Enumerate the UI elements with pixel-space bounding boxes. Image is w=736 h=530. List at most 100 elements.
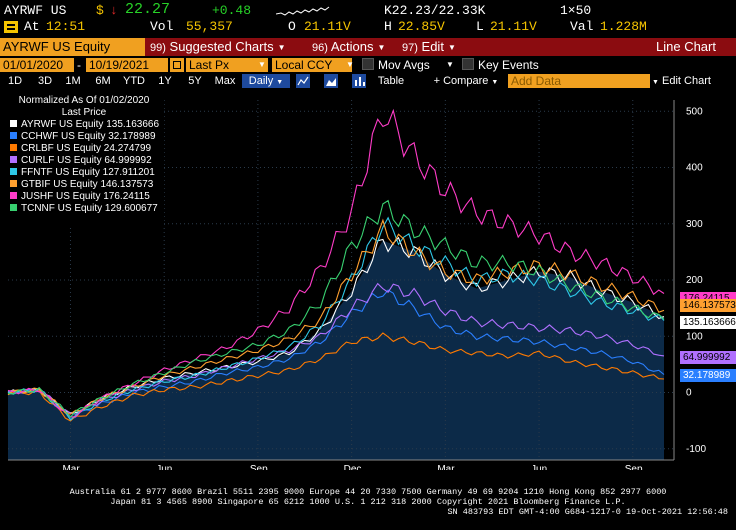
volume-value: 55,357 xyxy=(186,19,233,34)
legend-item[interactable]: CURLF US Equity 64.999992 xyxy=(4,155,164,167)
currency-dropdown-icon[interactable]: ▼ xyxy=(346,60,354,69)
period-button-3d[interactable]: 3D xyxy=(37,75,53,87)
series-line xyxy=(7,199,665,418)
value-label: Val xyxy=(570,19,594,34)
y-tick-label: 200 xyxy=(686,275,703,286)
security-field[interactable]: AYRWF US Equity xyxy=(0,38,145,56)
ticker-label[interactable]: AYRWF US xyxy=(4,3,67,18)
edit-chart-button[interactable]: ▼ Edit Chart xyxy=(652,75,711,87)
edit-chart-label: Edit Chart xyxy=(662,75,711,87)
footer-contacts-line2: Japan 81 3 4565 8900 Singapore 65 6212 1… xyxy=(110,497,626,507)
low-value: 21.11V xyxy=(490,19,537,34)
open-value: 21.11V xyxy=(304,19,351,34)
series-line xyxy=(7,216,665,421)
y-tick-label: 100 xyxy=(686,331,703,342)
y-tick-label: 400 xyxy=(686,163,703,174)
legend-item[interactable]: CCHWF US Equity 32.178989 xyxy=(4,131,164,143)
legend-item-label: CRLBF US Equity 24.274799 xyxy=(21,143,152,154)
x-tick-label: Mar xyxy=(62,464,80,470)
area-fill xyxy=(8,240,664,460)
line-chart[interactable]: 500 400 300 200 100 0 -100 Mar Jun Sep Dec Mar Jun Se… xyxy=(0,90,736,470)
legend-item-label: TCNNF US Equity 129.600677 xyxy=(21,203,158,214)
legend-item[interactable]: CRLBF US Equity 24.274799 xyxy=(4,143,164,155)
at-label: At xyxy=(24,19,40,34)
last-value-label: 64.999992 xyxy=(680,351,736,364)
legend-swatch-icon xyxy=(10,120,17,127)
dropdown-arrow-icon: ▼ xyxy=(277,43,286,52)
x-tick-label: Sep xyxy=(625,464,643,470)
compare-button[interactable]: + Compare ▼ xyxy=(433,75,499,87)
arrow-down-icon: ↓ xyxy=(110,3,118,18)
legend-item-label: CURLF US Equity 64.999992 xyxy=(21,155,152,166)
actions-menu[interactable]: 96) Actions ▼ xyxy=(312,39,386,54)
sparkline-icon xyxy=(276,6,330,16)
calendar-icon[interactable] xyxy=(170,58,184,72)
y-tick-label: 0 xyxy=(686,388,692,399)
mov-avgs-toggle[interactable]: Mov Avgs xyxy=(362,58,430,72)
legend-item[interactable]: GTBIF US Equity 146.137573 xyxy=(4,179,164,191)
period-button-max[interactable]: Max xyxy=(214,75,236,87)
start-date-field[interactable]: 01/01/2020 xyxy=(0,58,74,72)
mov-avgs-dropdown-icon[interactable]: ▼ xyxy=(446,60,454,69)
footer-session-line: SN 483793 EDT GMT-4:00 G684-1217-0 19-Oc… xyxy=(447,507,728,517)
legend-subtitle: Last Price xyxy=(61,107,107,118)
chart-legend: Normalized As Of 01/02/2020 Last Price A… xyxy=(4,95,164,225)
area-style-icon[interactable] xyxy=(324,74,338,88)
suggested-charts-menu[interactable]: 99) Suggested Charts ▼ xyxy=(150,39,286,54)
dropdown-arrow-icon: ▼ xyxy=(377,43,386,52)
legend-item[interactable]: FFNTF US Equity 127.911201 xyxy=(4,167,164,179)
checkbox-icon xyxy=(362,58,374,70)
currency-dollar-icon: $ xyxy=(96,3,104,18)
series-line xyxy=(7,108,665,418)
x-tick-label: Dec xyxy=(344,464,362,470)
edit-menu[interactable]: 97) Edit ▼ xyxy=(402,39,456,54)
legend-title: Normalized As Of 01/02/2020 xyxy=(18,95,150,106)
period-button-1m[interactable]: 1M xyxy=(65,75,81,87)
legend-item[interactable]: AYRWF US Equity 135.163666 xyxy=(4,119,164,131)
legend-item[interactable]: TCNNF US Equity 129.600677 xyxy=(4,203,164,215)
x-tick-label: Mar xyxy=(437,464,455,470)
bar-style-icon[interactable] xyxy=(352,74,366,88)
dropdown-arrow-icon: ▼ xyxy=(447,43,456,52)
period-button-ytd[interactable]: YTD xyxy=(123,75,145,87)
field-selector[interactable]: Last Px xyxy=(186,58,268,72)
series-line xyxy=(7,282,665,415)
last-value-label: 146.137573 xyxy=(680,299,736,312)
y-tick-label: 500 xyxy=(686,106,703,117)
x-tick-label: Sep xyxy=(250,464,268,470)
net-change: +0.48 xyxy=(212,3,252,18)
x-tick-label: Jun xyxy=(531,464,547,470)
legend-swatch-icon xyxy=(10,144,17,151)
period-button-1d[interactable]: 1D xyxy=(7,75,23,87)
period-button-6m[interactable]: 6M xyxy=(95,75,111,87)
period-button-1y[interactable]: 1Y xyxy=(158,75,172,87)
frequency-selector[interactable]: Daily ▼ xyxy=(242,74,290,88)
legend-swatch-icon xyxy=(10,204,17,211)
chart-type-title: Line Chart xyxy=(656,39,716,54)
y-tick-label: -100 xyxy=(686,444,706,455)
x-tick-label: Jun xyxy=(156,464,172,470)
currency-selector[interactable]: Local CCY xyxy=(272,58,352,72)
line-style-icon[interactable] xyxy=(296,74,310,88)
quote-time: 12:51 xyxy=(46,19,86,34)
period-button-5y[interactable]: 5Y xyxy=(188,75,202,87)
legend-swatch-icon xyxy=(10,192,17,199)
value-traded: 1.228M xyxy=(600,19,647,34)
field-dropdown-icon[interactable]: ▼ xyxy=(258,60,266,69)
legend-swatch-icon xyxy=(10,180,17,187)
legend-item-label: GTBIF US Equity 146.137573 xyxy=(21,179,154,190)
table-button[interactable]: Table xyxy=(377,75,405,87)
y-tick-label: 300 xyxy=(686,219,703,230)
legend-item-label: CCHWF US Equity 32.178989 xyxy=(21,131,156,142)
legend-swatch-icon xyxy=(10,156,17,163)
legend-item-label: FFNTF US Equity 127.911201 xyxy=(21,167,155,178)
open-label: O xyxy=(288,19,296,34)
bid-ask-size: 1×50 xyxy=(560,3,592,18)
date-dash: - xyxy=(77,58,81,72)
end-date-field[interactable]: 10/19/2021 xyxy=(86,58,168,72)
key-events-toggle[interactable]: Key Events xyxy=(462,58,539,72)
legend-item[interactable]: JUSHF US Equity 176.24115 xyxy=(4,191,164,203)
legend-swatch-icon xyxy=(10,168,17,175)
menu-bar xyxy=(0,38,736,56)
add-data-input[interactable]: Add Data xyxy=(508,74,650,88)
